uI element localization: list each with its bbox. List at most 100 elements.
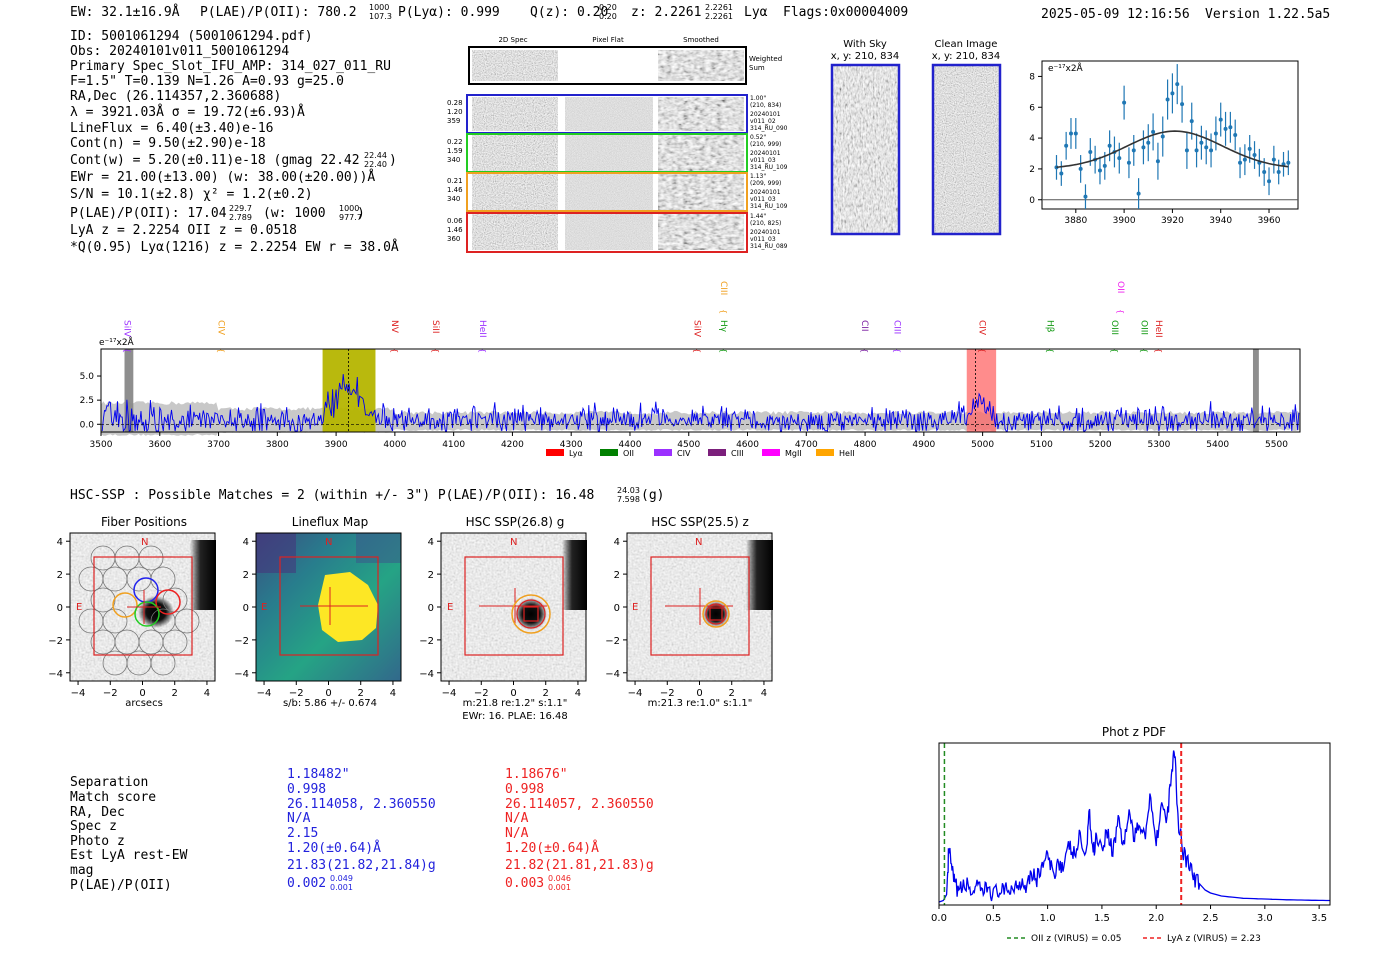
header-plya: P(Lyα): 0.999	[398, 5, 500, 20]
fiber-3-left-1: 1.46	[447, 226, 463, 234]
fit-point	[1126, 160, 1131, 165]
spec-xtick-label-8: 4300	[560, 440, 583, 450]
photz-xtick-label-7: 3.5	[1311, 913, 1327, 924]
fit-point	[1141, 145, 1146, 150]
fit-point	[1204, 145, 1209, 150]
fit-point	[1068, 131, 1073, 136]
hsc-xtick-label-1-3: 2	[358, 688, 364, 699]
match-label-2: RA, Dec	[70, 805, 125, 820]
emission-line-label-14: OIII	[1138, 320, 1148, 335]
panel-0-compass-n: N	[141, 537, 148, 548]
match-red-5: 1.20(±0.64)Å	[505, 840, 599, 856]
emission-line-label-7: Hγ	[718, 320, 728, 333]
photz-frame	[938, 742, 1331, 906]
match-blue-6: 21.83(21.82,21.84)g	[287, 858, 436, 873]
hsc-xtick-label-3-2: 0	[696, 688, 702, 699]
fit-point	[1276, 170, 1281, 174]
fiber-2-right-4: 314_RU_109	[750, 203, 788, 210]
hsc-ytick-label-2-1: 2	[428, 570, 434, 581]
hsc-title: HSC-SSP : Possible Matches = 2 (within +…	[70, 486, 664, 504]
hsc-xtick-label-2-2: 0	[510, 688, 516, 699]
fit-ytick-label-2: 4	[1029, 134, 1035, 144]
fiber-row-3: 0.06 1.46 360 1.44" (210, 825) 20240101 …	[447, 212, 788, 253]
hsc-ytick-label-2-4: −4	[419, 669, 434, 680]
spec-xtick-label-12: 4700	[795, 440, 818, 450]
info-line-13: *Q(0.95) Lyα(1216) z = 2.2254 EW r = 38.…	[70, 239, 399, 255]
emission-line-label-15: HeII	[1153, 320, 1163, 338]
hsc-ytick-label-0-4: −4	[48, 669, 63, 680]
emission-line-label-9: CIII	[891, 320, 901, 334]
spec-legend-label-4: MgII	[785, 449, 802, 458]
clean-image-coords: x, y: 210, 834	[932, 51, 1001, 62]
header-version: Version 1.22.5a5	[1205, 7, 1330, 22]
info-line-8: Cont(w) = 5.20(±0.11)e-18 (gmag 22.42	[70, 153, 360, 168]
fit-point	[1199, 140, 1204, 145]
hsc-ytick-label-3-1: 2	[614, 570, 620, 581]
fit-point	[1107, 143, 1112, 148]
fit-ytick-label-4: 8	[1029, 72, 1035, 82]
match-blue-0: 1.18482"	[287, 767, 350, 782]
panel-3-compass-e: E	[632, 602, 638, 613]
info-line-7: Cont(n) = 9.50(±2.90)e-18	[70, 136, 266, 151]
fit-point	[1213, 131, 1218, 136]
spec-ytick-label-2: 0.0	[80, 420, 95, 430]
photz-pdf-plot: Phot z PDF 0.0 0.5 1.0 1.5 2.0 2.5 3.0 3.5 OII …	[931, 725, 1331, 944]
emission-line-tick-10: {	[978, 348, 987, 353]
photz-pdf-curve	[938, 750, 1330, 903]
fit-point	[1218, 117, 1223, 122]
emission-line-label-5: SiIV	[692, 320, 702, 338]
spectrum-highlight-1	[322, 349, 376, 432]
hsc-ytick-label-3-0: 4	[614, 537, 620, 548]
photz-xtick-label-2: 1.0	[1040, 913, 1056, 924]
spectrum-highlight-3	[1252, 349, 1259, 432]
fiber-2-left-1: 1.46	[447, 186, 463, 194]
hsc-ytick-label-2-0: 4	[428, 537, 434, 548]
hsc-title-hi: 24.03	[617, 486, 640, 495]
emission-line-label-8: CII	[859, 320, 869, 332]
info-line-11: P(LAE)/P(OII): 17.04	[70, 206, 227, 221]
fiber-0-right-3: v011_02	[750, 118, 776, 125]
header-plae-lo: 107.3	[369, 12, 392, 21]
fit-xtick-label-4: 3960	[1258, 216, 1281, 226]
panel-3-compass-n: N	[695, 537, 702, 548]
fit-point	[1209, 148, 1214, 153]
panel-3-title: HSC SSP(25.5) z	[651, 515, 749, 529]
spec-xtick-label-6: 4100	[442, 440, 465, 450]
emission-line-tick-2: {	[390, 348, 399, 353]
fiber-3-right-3: v011_03	[750, 236, 776, 243]
header-plae: P(LAE)/P(OII): 780.2	[200, 5, 357, 20]
spec-xtick-label-4: 3900	[325, 440, 348, 450]
fit-plot-x-ticks: 3880 3900 3920 3940 3960	[1064, 209, 1281, 226]
spectra-cutouts: 2D Spec Pixel Flat Smoothed Weighted Sum…	[447, 36, 788, 253]
fit-point	[1064, 143, 1069, 148]
fit-point	[1160, 134, 1165, 139]
hsc-ytick-label-1-2: 0	[243, 603, 249, 614]
photz-xtick-label-3: 1.5	[1094, 913, 1110, 924]
fiber-1-left-0: 0.22	[447, 138, 463, 146]
fiber-1-left-1: 1.59	[447, 147, 463, 155]
header-flags: Flags:0x00004009	[783, 5, 908, 20]
spec-legend-label-5: HeII	[839, 449, 855, 458]
fit-point	[1136, 191, 1141, 196]
matches-red: 1.18676" 0.998 26.114057, 2.360550 N/A N…	[505, 767, 654, 892]
emission-line-tick-13: {	[1110, 348, 1119, 353]
fiber-0-right-2: 20240101	[750, 111, 781, 118]
header-qz-lo: 0.20	[599, 12, 617, 21]
spectrum-legend: Lyα OII CIV CIII MgII HeII	[546, 449, 855, 458]
hsc-xtick-label-0-1: −2	[103, 688, 118, 699]
emission-line-tick-12: {	[1116, 309, 1125, 314]
spec-xtick-label-11: 4600	[736, 440, 759, 450]
info-line-10: S/N = 10.1(±2.8) χ² = 1.2(±0.2)	[70, 187, 313, 202]
panel-hsc-g: HSC SSP(26.8) g N E m:21.8 re:1.2" s:1.1…	[440, 515, 587, 722]
info-line-5: λ = 3921.03Å σ = 19.72(±6.93)Å	[70, 104, 305, 120]
spec-legend-label-2: CIV	[677, 449, 691, 458]
emission-line-tick-11: {	[1045, 348, 1054, 353]
weighted-sum-label-0: Weighted	[749, 55, 782, 63]
hsc-ytick-label-1-4: −4	[234, 669, 249, 680]
fiber-row-2: 0.21 1.46 340 1.13" (209, 999) 20240101 …	[447, 172, 788, 212]
emission-line-tick-3: {	[431, 348, 440, 353]
fiber-3-right-2: 20240101	[750, 229, 781, 236]
hsc-ytick-label-1-3: −2	[234, 636, 249, 647]
spectrum-y-ticks: 5.0 2.5 0.0	[80, 372, 101, 430]
emission-line-tick-14: {	[1139, 348, 1148, 353]
